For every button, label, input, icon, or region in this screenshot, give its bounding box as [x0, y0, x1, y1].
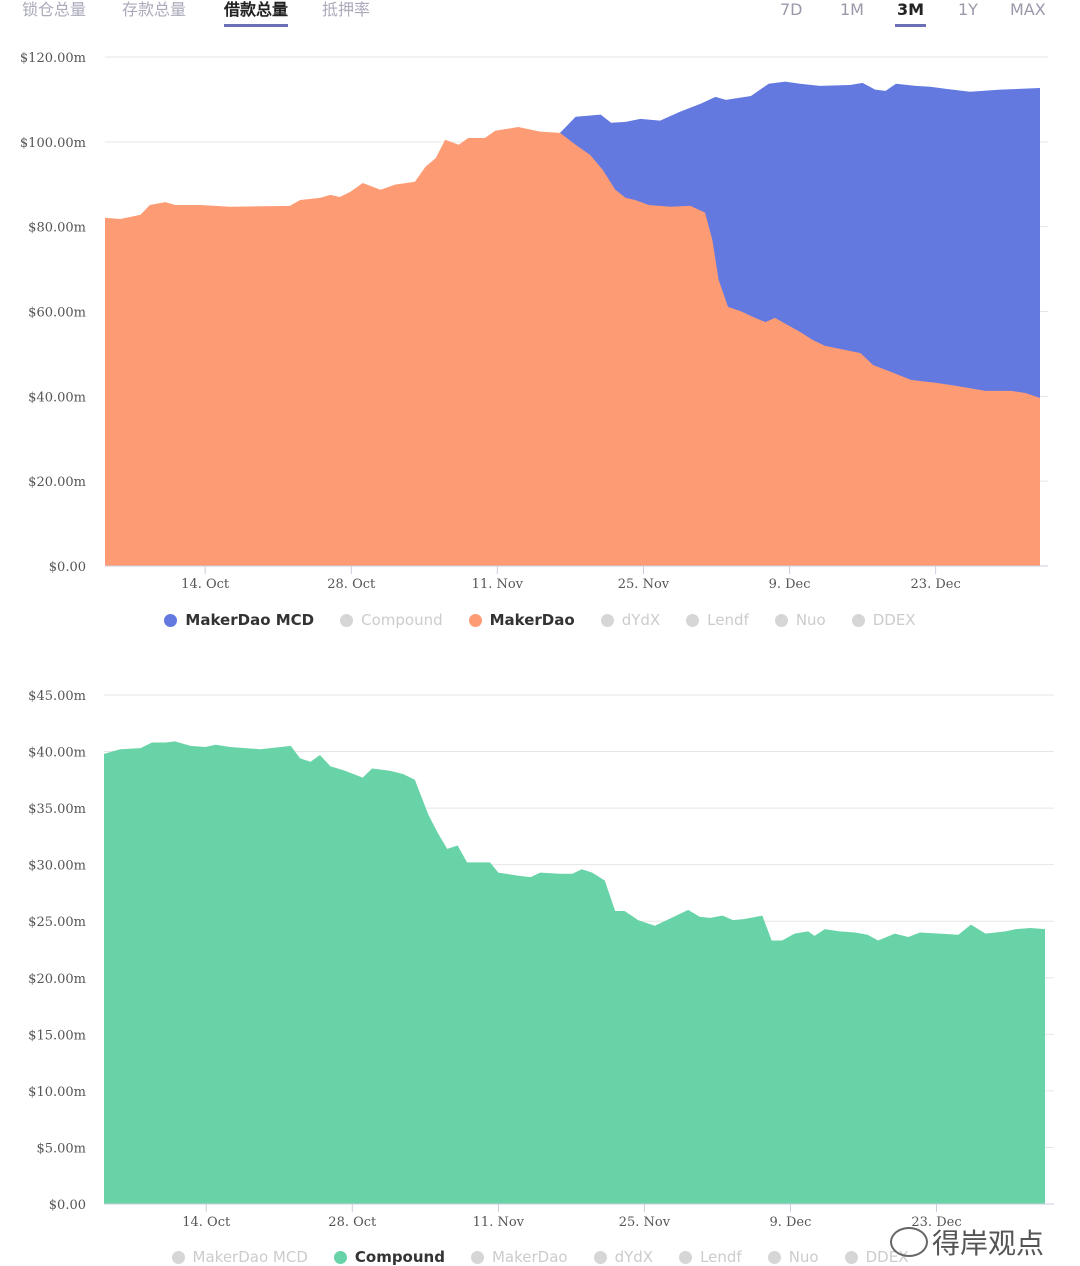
x-tick-label: 25. Nov: [619, 1215, 671, 1230]
y-tick-label: $15.00m: [28, 1028, 86, 1043]
legend-label: MakerDao MCD: [193, 1248, 308, 1266]
x-tick-label: 9. Dec: [769, 1215, 811, 1230]
legend-dot-icon: [679, 1251, 692, 1264]
legend-label: MakerDao: [492, 1248, 568, 1266]
legend-item-nuo[interactable]: Nuo: [768, 1248, 819, 1266]
y-tick-label: $10.00m: [28, 1085, 86, 1100]
y-tick-label: $30.00m: [28, 859, 86, 874]
watermark: 得岸观点: [890, 1222, 1044, 1262]
y-tick-label: $40.00m: [28, 746, 86, 761]
legend-item-lendf[interactable]: Lendf: [679, 1248, 742, 1266]
watermark-text: 得岸观点: [932, 1222, 1044, 1262]
legend-label: Lendf: [700, 1248, 742, 1266]
legend-dot-icon: [594, 1251, 607, 1264]
legend-dot-icon: [471, 1251, 484, 1264]
legend-dot-icon: [768, 1251, 781, 1264]
y-tick-label: $35.00m: [28, 802, 86, 817]
y-tick-label: $25.00m: [28, 915, 86, 930]
y-tick-label: $45.00m: [28, 689, 86, 704]
legend-label: dYdX: [615, 1248, 653, 1266]
area-series-compound: [104, 741, 1045, 1204]
legend-item-makerdao[interactable]: MakerDao: [471, 1248, 568, 1266]
y-tick-label: $20.00m: [28, 972, 86, 987]
legend-label: Nuo: [789, 1248, 819, 1266]
x-tick-label: 11. Nov: [473, 1215, 525, 1230]
legend-item-makerdao-mcd[interactable]: MakerDao MCD: [172, 1248, 308, 1266]
x-tick-label: 28. Oct: [328, 1215, 377, 1230]
y-tick-label: $5.00m: [36, 1141, 86, 1156]
legend-item-dydx[interactable]: dYdX: [594, 1248, 653, 1266]
legend-dot-icon: [334, 1251, 347, 1264]
y-tick-label: $0.00: [49, 1198, 86, 1213]
legend-item-compound[interactable]: Compound: [334, 1248, 445, 1266]
x-tick-label: 14. Oct: [182, 1215, 231, 1230]
legend-dot-icon: [172, 1251, 185, 1264]
wechat-icon: [890, 1227, 928, 1257]
legend-label: Compound: [355, 1248, 445, 1266]
legend-dot-icon: [845, 1251, 858, 1264]
